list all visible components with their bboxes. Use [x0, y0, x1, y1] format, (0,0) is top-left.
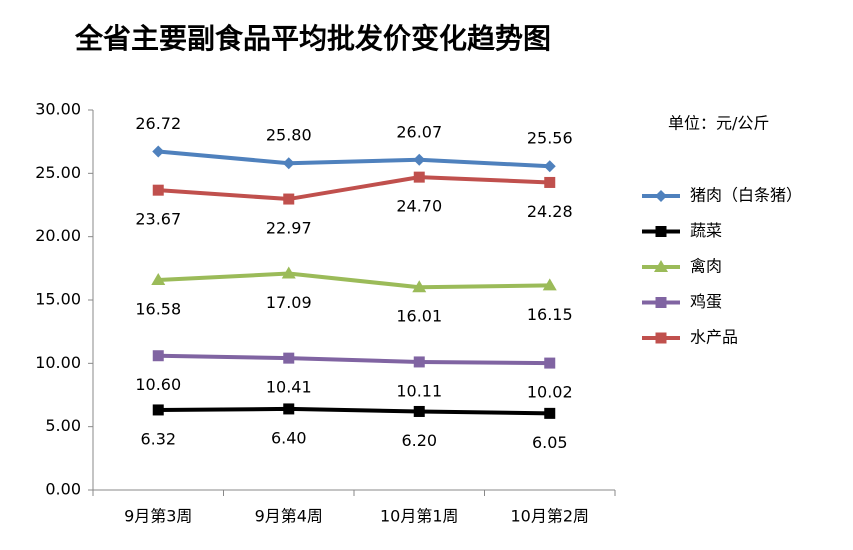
marker	[283, 352, 295, 364]
data-label: 26.72	[135, 114, 181, 133]
data-label: 25.56	[527, 129, 573, 148]
series-line	[158, 175, 550, 202]
marker	[283, 193, 295, 205]
data-label: 26.07	[396, 122, 442, 141]
y-tick-label: 10.00	[35, 353, 81, 372]
x-tick-label: 9月第3周	[124, 507, 192, 526]
data-label: 6.40	[271, 428, 307, 447]
marker	[283, 403, 295, 415]
data-label: 10.02	[527, 383, 573, 402]
data-label: 6.20	[401, 431, 437, 450]
legend-label: 水产品	[690, 328, 738, 347]
data-label: 16.58	[135, 299, 181, 318]
data-label: 6.32	[140, 429, 176, 448]
data-label: 16.01	[396, 307, 442, 326]
y-tick-label: 25.00	[35, 163, 81, 182]
chart-title: 全省主要副食品平均批发价变化趋势图	[74, 22, 551, 55]
y-tick-label: 20.00	[35, 226, 81, 245]
y-tick-label: 5.00	[45, 416, 81, 435]
data-label: 22.97	[266, 219, 312, 238]
series-line	[158, 149, 550, 169]
marker	[544, 407, 556, 419]
data-label: 10.41	[266, 378, 312, 397]
marker	[413, 405, 425, 417]
legend-label: 蔬菜	[690, 221, 722, 240]
data-label: 10.11	[396, 381, 442, 400]
legend-label: 禽肉	[690, 257, 722, 276]
marker	[654, 260, 668, 272]
data-label: 24.70	[396, 197, 442, 216]
marker	[655, 190, 667, 202]
marker	[655, 297, 667, 308]
data-label: 10.60	[135, 375, 181, 394]
marker	[413, 153, 426, 166]
marker	[152, 404, 164, 416]
data-label: 25.80	[266, 126, 312, 145]
y-tick-label: 15.00	[35, 290, 81, 309]
marker	[152, 145, 165, 158]
marker	[151, 272, 166, 285]
legend-label: 猪肉（白条猪）	[690, 186, 802, 205]
marker	[281, 266, 296, 279]
marker	[412, 280, 427, 293]
marker	[152, 350, 164, 362]
data-label: 16.15	[527, 305, 573, 324]
marker	[544, 357, 556, 369]
data-label: 24.28	[527, 202, 573, 221]
y-tick-label: 0.00	[45, 480, 81, 499]
series-line	[158, 406, 550, 416]
data-label: 23.67	[135, 210, 181, 229]
marker	[655, 332, 667, 344]
marker	[413, 171, 425, 183]
x-tick-label: 10月第2周	[510, 507, 589, 526]
series-line	[158, 271, 550, 290]
legend-label: 鸡蛋	[690, 292, 722, 311]
marker	[282, 157, 295, 170]
marker	[152, 184, 164, 196]
data-label: 6.05	[532, 433, 568, 452]
marker	[542, 278, 557, 291]
marker	[544, 176, 556, 188]
data-label: 17.09	[266, 293, 312, 312]
marker	[413, 356, 425, 368]
series-line	[158, 353, 550, 366]
x-tick-label: 10月第1周	[380, 507, 459, 526]
y-tick-label: 30.00	[35, 100, 81, 119]
marker	[543, 160, 556, 173]
unit-note: 单位：元/公斤	[668, 114, 769, 133]
marker	[655, 226, 667, 237]
x-tick-label: 9月第4周	[255, 507, 323, 526]
